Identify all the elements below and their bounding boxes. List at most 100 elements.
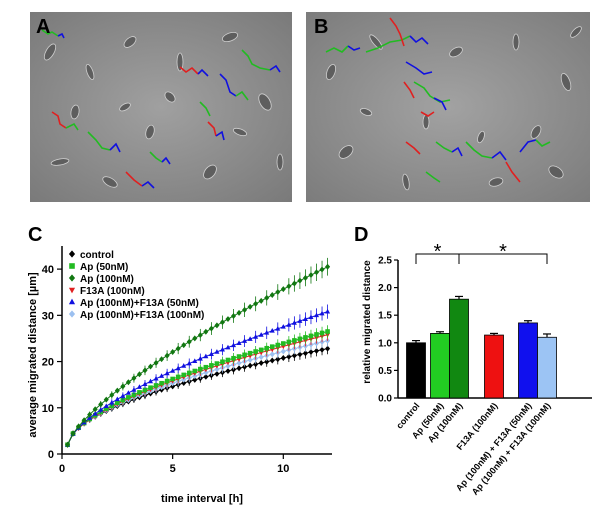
data-point [220,359,225,365]
bar [484,334,504,399]
data-point [242,352,247,358]
data-point [225,368,231,375]
data-point [103,403,109,408]
data-point [319,330,325,336]
cell-tracks [325,17,551,183]
data-point [325,345,331,352]
y-tick-label: 30 [42,310,54,322]
data-point [258,354,264,361]
data-point [319,266,325,273]
x-axis-label: time interval [h] [161,493,243,505]
data-point [253,349,258,354]
data-point [247,336,253,341]
data-point [81,417,87,424]
data-point [225,363,231,370]
data-point [186,370,192,376]
data-point [258,297,264,304]
data-point [303,335,308,340]
data-point [231,355,236,361]
data-point [280,286,286,293]
data-point [203,353,209,359]
data-point [164,370,170,376]
data-point [98,407,104,412]
data-point [203,364,209,370]
data-point [164,352,170,359]
y-tick-label: 0 [48,449,54,461]
data-point [302,316,308,321]
data-point [247,350,253,356]
data-point [164,378,170,384]
data-point [98,401,104,408]
data-point [214,370,220,377]
y-tick-label: 1.0 [378,338,392,349]
data-point [198,366,203,372]
legend-marker [68,310,76,318]
data-point [247,303,253,310]
data-point [103,396,109,403]
data-point [153,375,159,381]
data-point [264,330,270,335]
micrograph-panel-b [306,12,590,202]
data-point [230,366,237,373]
data-point [192,358,198,363]
data-point [208,325,214,332]
data-point [181,363,187,368]
x-tick-label: 5 [170,463,176,475]
data-point [297,318,303,323]
data-point [269,291,275,298]
bar-chart-panel-d: relative migrated distance 0.0 0.5 1.0 1.5 2… [362,241,592,497]
data-point [136,371,142,378]
series-4 [65,304,331,447]
data-point [225,344,231,350]
legend-marker [68,287,76,294]
bar [406,342,426,399]
data-point [236,354,242,359]
data-point [292,338,297,343]
data-point [170,349,176,356]
data-point [230,312,237,319]
legend-marker [68,298,76,305]
data-point [120,397,126,403]
data-point [325,263,331,270]
data-point [247,362,253,369]
data-point [258,360,264,366]
data-point [147,363,154,370]
data-point [242,363,248,370]
data-point [313,269,320,276]
data-point [258,332,264,337]
line-chart-panel-c: average migrated distance [µm] time inte… [27,246,332,505]
data-point [209,363,214,368]
data-point [308,272,314,279]
legend-label: Ap (100nM) [80,274,134,285]
data-point [142,367,148,374]
data-point [258,347,264,353]
panel-letter-b: B [314,16,329,38]
data-point [186,338,192,345]
data-point [314,332,319,337]
data-point [236,309,242,316]
data-point [92,406,98,413]
data-point [313,312,320,318]
legend-marker [69,263,75,269]
y-tick-label: 10 [42,403,54,415]
data-point [236,365,242,372]
data-point [214,349,220,354]
micrograph-background [30,12,292,202]
data-point [308,333,314,339]
data-point [192,373,198,380]
data-point [275,342,281,348]
data-point [181,342,187,349]
data-point [219,346,225,352]
data-point [275,356,281,363]
data-point [181,372,187,378]
cells [325,26,582,191]
legend-label: Ap (100nM)+F13A (100nM) [80,310,204,321]
data-point [308,314,314,320]
data-point [319,310,325,316]
legend-label: F13A (100nM) [80,286,145,297]
data-point [264,358,270,365]
data-point [159,380,164,386]
bar [537,336,557,399]
data-point [253,300,259,307]
data-point [297,351,303,358]
